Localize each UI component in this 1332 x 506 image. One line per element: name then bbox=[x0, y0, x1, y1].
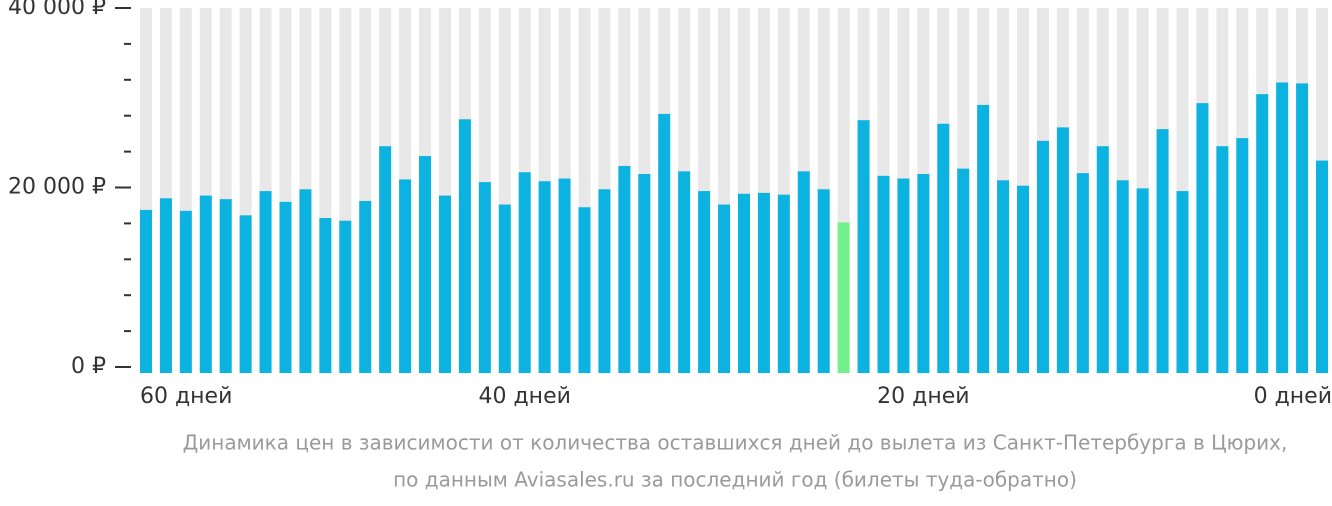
bar bbox=[817, 189, 830, 373]
bar bbox=[339, 220, 352, 373]
bar bbox=[518, 172, 531, 373]
bar bbox=[1236, 138, 1249, 373]
bar bbox=[897, 178, 910, 373]
bar bbox=[1096, 146, 1109, 373]
bar bbox=[259, 191, 272, 373]
bar bbox=[379, 146, 392, 373]
caption: по данным Aviasales.ru за последний год … bbox=[393, 468, 1077, 492]
bar bbox=[199, 195, 212, 373]
bar bbox=[857, 120, 870, 373]
bar bbox=[239, 215, 252, 373]
bar bbox=[159, 198, 172, 373]
bar bbox=[558, 178, 571, 373]
bar bbox=[618, 165, 631, 373]
bar bbox=[837, 222, 850, 373]
bar bbox=[997, 180, 1010, 373]
bar bbox=[638, 174, 651, 373]
bar bbox=[1276, 82, 1289, 374]
caption: Динамика цен в зависимости от количества… bbox=[183, 431, 1288, 455]
bar bbox=[438, 195, 451, 373]
bar bbox=[498, 204, 511, 373]
bar bbox=[1076, 173, 1089, 373]
bar bbox=[1176, 191, 1189, 373]
bar bbox=[139, 209, 152, 373]
bar bbox=[1056, 127, 1069, 374]
bar bbox=[1216, 146, 1229, 373]
bar bbox=[777, 194, 790, 373]
bar bbox=[1256, 94, 1269, 373]
bar bbox=[319, 218, 332, 373]
bar bbox=[458, 119, 471, 373]
bar bbox=[917, 174, 930, 373]
bar bbox=[578, 207, 591, 373]
bar bbox=[219, 199, 232, 373]
y-tick-label: 40 000 ₽ bbox=[8, 0, 106, 20]
bar bbox=[1036, 140, 1049, 373]
bar bbox=[957, 168, 970, 373]
bar bbox=[478, 182, 491, 373]
bar bbox=[538, 181, 551, 373]
bar bbox=[658, 113, 671, 373]
bar bbox=[718, 204, 731, 373]
bar bbox=[1196, 103, 1209, 373]
bar bbox=[1116, 180, 1129, 373]
bar bbox=[977, 104, 990, 374]
bar bbox=[937, 123, 950, 373]
x-tick-label: 20 дней bbox=[877, 384, 969, 409]
bar bbox=[1296, 83, 1309, 373]
x-tick-label: 60 дней bbox=[140, 384, 232, 409]
bar bbox=[877, 175, 890, 373]
bar bbox=[179, 210, 192, 373]
bar bbox=[797, 171, 810, 373]
bar bbox=[737, 193, 750, 373]
x-tick-label: 0 дней bbox=[1254, 384, 1332, 409]
bar bbox=[419, 156, 432, 373]
bar bbox=[1136, 188, 1149, 373]
y-tick-label: 20 000 ₽ bbox=[8, 175, 106, 200]
bar bbox=[1017, 185, 1030, 373]
bar bbox=[598, 189, 611, 373]
bar bbox=[1156, 129, 1169, 373]
bar bbox=[1316, 160, 1329, 373]
bar bbox=[399, 179, 412, 373]
x-tick-label: 40 дней bbox=[478, 384, 570, 409]
bar bbox=[678, 171, 691, 373]
y-tick-label: 0 ₽ bbox=[71, 354, 106, 379]
bar bbox=[359, 200, 372, 373]
bar bbox=[757, 192, 770, 373]
bar bbox=[698, 191, 711, 373]
bar bbox=[279, 201, 292, 373]
bar bbox=[299, 189, 312, 373]
